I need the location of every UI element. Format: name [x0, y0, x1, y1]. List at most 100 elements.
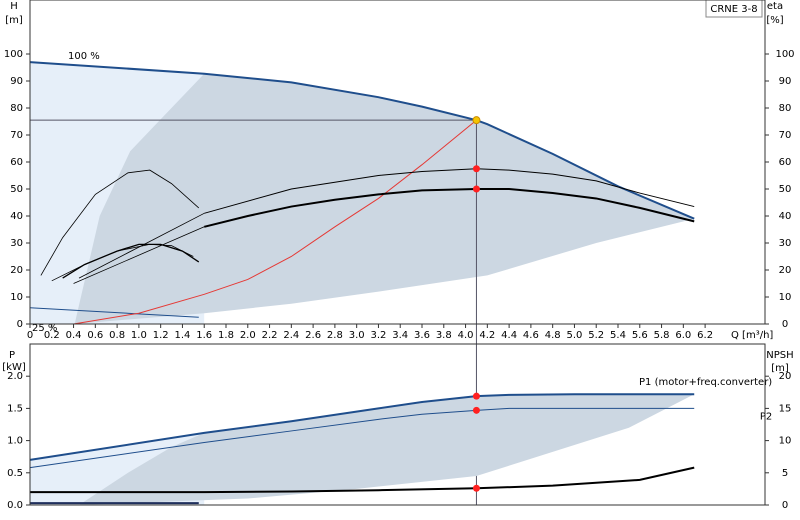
curve	[73, 119, 477, 325]
x-tick-label: 5.8	[654, 330, 670, 341]
y-tick-label: 70	[10, 130, 23, 141]
x-tick-label: 1.0	[131, 330, 147, 341]
x-tick-label: 4.0	[458, 330, 474, 341]
curve	[30, 466, 695, 494]
x-tick-label: 0.2	[44, 330, 60, 341]
x-tick-label: 3.8	[436, 330, 452, 341]
x-tick-label: 6.2	[697, 330, 713, 341]
y-tick-label: 0	[17, 319, 23, 330]
plot-frame	[29, 343, 766, 506]
x-tick-label: 2.4	[283, 330, 299, 341]
y-tick-label: 50	[10, 184, 23, 195]
x-tick-label: 2.0	[240, 330, 256, 341]
x-tick-label: 3.6	[414, 330, 430, 341]
y2-tick-label: 20	[779, 265, 792, 276]
operating-point	[472, 406, 480, 414]
y2-tick-label: 50	[779, 184, 792, 195]
y-tick-label: 10	[10, 292, 23, 303]
y-tick-label: 2.0	[7, 371, 23, 382]
curve	[51, 243, 194, 282]
curve-label: P1 (motor+freq.converter)	[639, 377, 772, 388]
curve	[73, 226, 205, 284]
y2-tick-label: 30	[779, 238, 792, 249]
y2-axis-unit: [m]	[771, 363, 789, 374]
operating-point	[472, 484, 480, 492]
x-tick-label: 0.4	[66, 330, 82, 341]
curve	[29, 407, 695, 469]
x-tick-label: 0.8	[109, 330, 125, 341]
y-tick-label: 0.5	[7, 468, 23, 479]
y2-tick-label: 20	[779, 371, 792, 382]
x-tick-label: 5.2	[588, 330, 604, 341]
y-tick-label: 30	[10, 238, 23, 249]
curve-label: 25 %	[32, 323, 57, 334]
y-tick-label: 0.0	[7, 500, 23, 511]
operating-point	[472, 185, 480, 193]
y2-tick-label: 10	[779, 292, 792, 303]
y-tick-label: 100	[4, 49, 23, 60]
x-tick-label: 1.2	[153, 330, 169, 341]
x-tick-label: 4.4	[501, 330, 517, 341]
y2-tick-label: 0	[782, 500, 788, 511]
y2-tick-label: 5	[782, 468, 788, 479]
y2-tick-label: 70	[779, 130, 792, 141]
curve	[29, 61, 695, 220]
y2-tick-label: 80	[779, 103, 792, 114]
x-tick-label: 0	[27, 330, 33, 341]
y2-tick-label: 60	[779, 157, 792, 168]
curve	[29, 307, 199, 318]
curve-label: 100 %	[68, 51, 100, 62]
y2-axis-unit: [%]	[766, 15, 783, 26]
curve	[203, 188, 695, 228]
y2-axis-label: NPSH	[766, 350, 793, 361]
chart-title: CRNE 3-8	[710, 4, 757, 15]
operating-point	[472, 165, 480, 173]
x-tick-label: 6.0	[675, 330, 691, 341]
x-tick-label: 3.2	[370, 330, 386, 341]
y-axis-unit: [m]	[5, 15, 23, 26]
x-tick-label: 5.4	[610, 330, 626, 341]
x-tick-label: 3.4	[392, 330, 408, 341]
x-axis-label: Q [m³/h]	[731, 330, 773, 341]
x-tick-label: 5.6	[632, 330, 648, 341]
x-tick-label: 2.8	[327, 330, 343, 341]
x-tick-label: 2.6	[305, 330, 321, 341]
x-tick-label: 5.0	[566, 330, 582, 341]
y2-tick-label: 100	[775, 49, 794, 60]
y-axis-label: H	[10, 1, 18, 12]
y-tick-label: 90	[10, 76, 23, 87]
y2-tick-label: 90	[779, 76, 792, 87]
y-tick-label: 40	[10, 211, 23, 222]
curve-label: P2	[760, 411, 772, 422]
y-tick-label: 1.5	[7, 403, 23, 414]
operating-range	[79, 394, 695, 505]
operating-range	[74, 73, 695, 325]
x-tick-label: 1.8	[218, 330, 234, 341]
operating-point	[472, 116, 481, 125]
y2-axis-label: eta	[767, 1, 783, 12]
y-axis-unit: [kW]	[2, 362, 26, 373]
y2-tick-label: 15	[779, 403, 792, 414]
x-tick-label: 4.6	[523, 330, 539, 341]
y-tick-label: 20	[10, 265, 23, 276]
x-tick-label: 0.6	[87, 330, 103, 341]
title-box	[705, 0, 763, 18]
y-tick-label: 60	[10, 157, 23, 168]
x-tick-label: 3.0	[349, 330, 365, 341]
x-tick-label: 2.2	[262, 330, 278, 341]
x-tick-label: 4.2	[479, 330, 495, 341]
y2-tick-label: 0	[782, 319, 788, 330]
y-tick-label: 1.0	[7, 436, 23, 447]
x-tick-label: 1.4	[174, 330, 190, 341]
curve	[40, 169, 200, 276]
y-tick-label: 80	[10, 103, 23, 114]
curve	[204, 168, 695, 214]
y2-tick-label: 40	[779, 211, 792, 222]
y-axis-label: P	[9, 350, 15, 361]
x-tick-label: 4.8	[545, 330, 561, 341]
curve	[29, 393, 695, 461]
y2-tick-label: 10	[779, 436, 792, 447]
operating-point	[472, 392, 480, 400]
